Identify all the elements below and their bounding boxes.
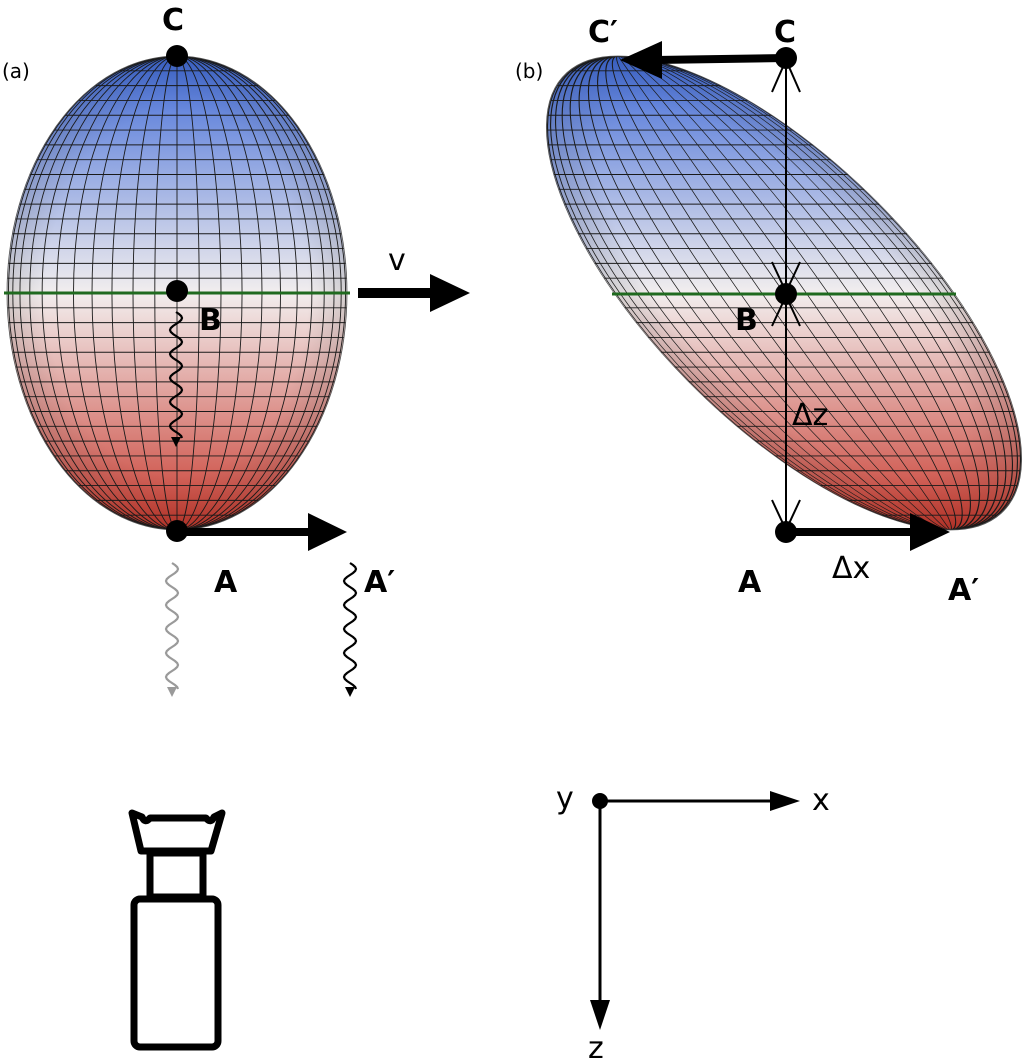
- arrow-a-to-a-prime: [786, 513, 950, 551]
- point-a-b: [775, 521, 797, 543]
- point-b: [166, 280, 188, 302]
- label-a-prime: A′: [364, 565, 395, 600]
- wavy-arrow-icon-a: [164, 562, 180, 697]
- wavy-arrow-icon-b: [168, 311, 184, 447]
- axis-label-x: x: [812, 783, 830, 818]
- label-a: A: [214, 565, 238, 600]
- label-a-b: A: [738, 565, 762, 600]
- point-b-b: [775, 283, 797, 305]
- arrow-c-to-c-prime: [620, 41, 787, 79]
- axis-label-y: y: [556, 781, 574, 816]
- label-delta-z: Δz: [792, 398, 828, 433]
- velocity-arrow: [358, 274, 470, 312]
- point-c: [166, 45, 188, 67]
- camera-icon: [128, 809, 226, 1051]
- panel-label-a: (a): [2, 59, 30, 83]
- label-b-b: B: [735, 303, 758, 338]
- label-delta-x: Δx: [832, 551, 870, 586]
- label-a-prime-b: A′: [948, 573, 979, 608]
- label-velocity: v: [388, 243, 406, 278]
- label-c: C: [162, 3, 184, 38]
- coordinate-axes: [590, 791, 800, 1030]
- arrow-a-right: [177, 513, 347, 551]
- label-c-b: C: [774, 15, 796, 50]
- label-c-prime: C′: [588, 15, 618, 50]
- wavy-arrow-icon-a-prime: [342, 562, 358, 697]
- axis-label-z: z: [588, 1031, 604, 1062]
- label-b: B: [199, 303, 222, 338]
- point-c-b: [775, 47, 797, 69]
- panel-label-b: (b): [515, 59, 543, 83]
